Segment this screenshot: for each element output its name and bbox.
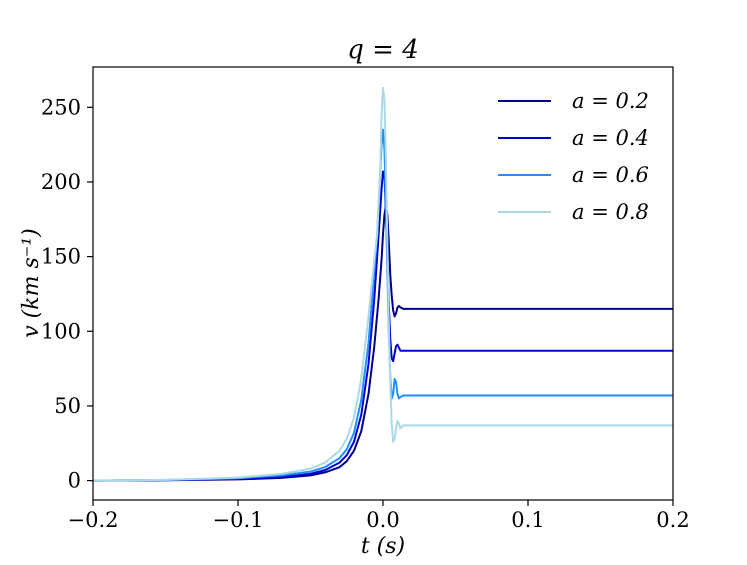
x-tick-label: −0.2 — [68, 508, 119, 532]
legend-label-4: a = 0.8 — [572, 200, 649, 224]
chart-title: q = 4 — [347, 35, 419, 65]
plot-frame — [92, 66, 674, 501]
legend-label-3: a = 0.6 — [572, 163, 649, 187]
series-lines — [92, 86, 673, 482]
y-tick-label: 200 — [41, 170, 81, 194]
x-axis-label: t (s) — [361, 534, 405, 559]
series-line-4 — [92, 86, 673, 482]
x-tick-label: 0.2 — [656, 508, 689, 532]
y-tick-label: 250 — [41, 95, 81, 119]
y-tick-label: 50 — [54, 394, 81, 418]
legend-label-1: a = 0.2 — [572, 89, 649, 113]
legend-label-2: a = 0.4 — [572, 126, 649, 150]
x-tick-label: −0.1 — [213, 508, 264, 532]
y-tick-label: 0 — [68, 469, 81, 493]
y-axis-label: v (km s⁻¹) — [19, 228, 44, 338]
y-axis-ticks: 0 50 100 150 200 250 — [41, 95, 93, 493]
x-axis-ticks: −0.2 −0.1 0.0 0.1 0.2 — [68, 500, 690, 532]
legend: a = 0.2 a = 0.4 a = 0.6 a = 0.8 — [498, 89, 649, 224]
y-tick-label: 150 — [41, 245, 81, 269]
y-tick-label: 100 — [41, 319, 81, 343]
x-tick-label: 0.1 — [511, 508, 544, 532]
x-tick-label: 0.0 — [366, 508, 399, 532]
